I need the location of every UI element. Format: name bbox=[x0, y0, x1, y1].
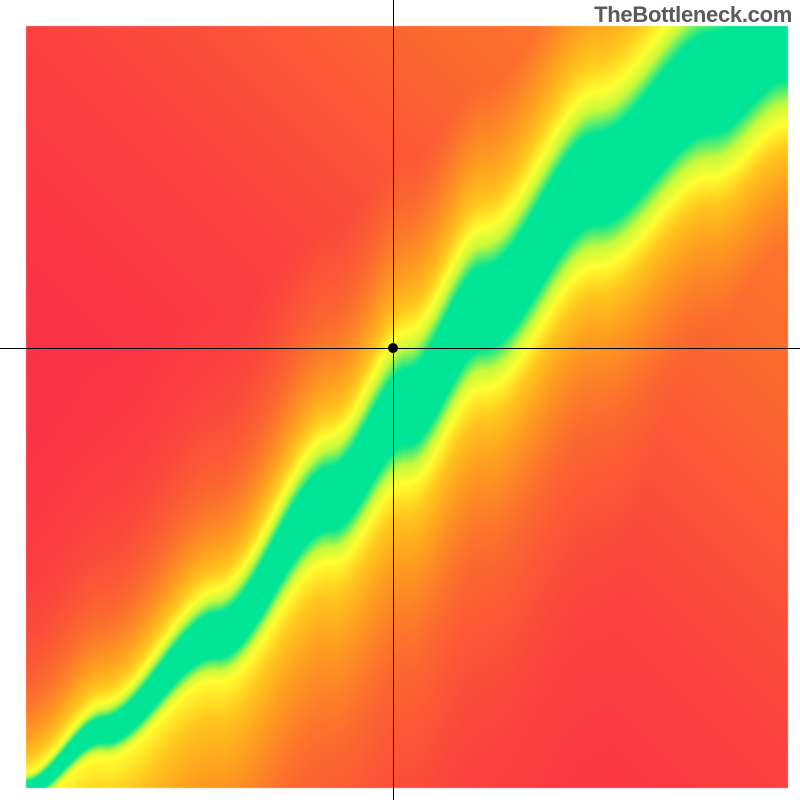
chart-container: { "chart": { "type": "heatmap-gradient",… bbox=[0, 0, 800, 800]
bottleneck-heatmap bbox=[0, 0, 800, 800]
